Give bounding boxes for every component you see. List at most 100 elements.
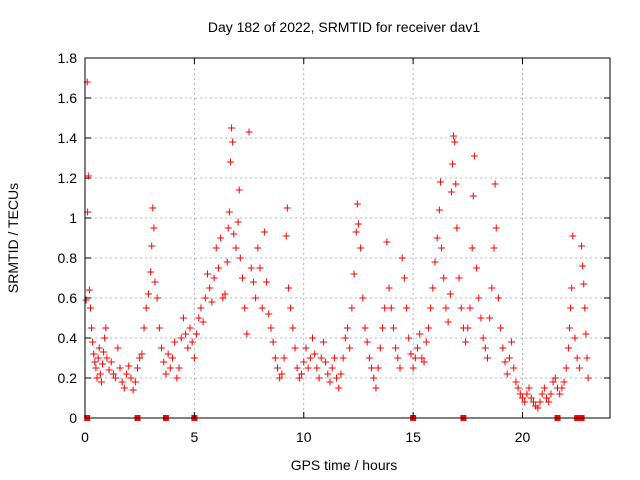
data-point	[466, 304, 474, 312]
data-point	[379, 324, 386, 332]
data-point	[214, 264, 222, 272]
data-point	[581, 304, 589, 312]
data-point	[566, 324, 574, 332]
data-point	[90, 350, 98, 358]
data-point	[102, 324, 110, 332]
data-point	[564, 344, 572, 352]
data-point	[186, 324, 194, 332]
data-point	[468, 244, 476, 252]
data-point	[486, 314, 494, 322]
data-point	[547, 390, 555, 398]
data-point	[173, 374, 181, 382]
data-point	[562, 364, 570, 372]
data-point	[134, 364, 141, 372]
data-point	[492, 224, 500, 232]
data-point	[199, 318, 207, 326]
data-point	[400, 274, 408, 282]
data-point	[291, 344, 299, 352]
data-point	[151, 278, 159, 286]
data-point	[580, 280, 588, 288]
data-point	[169, 354, 176, 362]
data-point	[188, 338, 196, 346]
data-point	[568, 284, 576, 292]
data-point	[85, 286, 93, 294]
data-point	[567, 304, 575, 312]
data-point	[280, 354, 288, 362]
data-point	[269, 338, 277, 346]
data-point	[538, 390, 546, 398]
data-point	[91, 358, 99, 366]
data-point	[138, 350, 146, 358]
data-point	[484, 354, 491, 362]
data-point	[398, 254, 406, 262]
data-point	[368, 364, 376, 372]
data-point	[519, 394, 526, 402]
data-point	[446, 290, 454, 298]
data-point	[490, 244, 498, 252]
data-point	[440, 274, 448, 282]
data-point	[516, 390, 524, 398]
data-point	[383, 238, 391, 246]
data-point	[385, 284, 393, 292]
data-point	[142, 304, 150, 312]
data-point	[414, 344, 421, 352]
data-point	[326, 378, 334, 386]
data-point	[86, 304, 94, 312]
y-tick-label: 1	[69, 210, 77, 226]
data-point	[330, 354, 338, 362]
data-point	[177, 334, 185, 342]
data-point	[584, 374, 592, 382]
data-point	[387, 304, 395, 312]
y-tick-label: 1.4	[58, 130, 78, 146]
data-points	[82, 78, 592, 412]
data-point	[447, 188, 455, 196]
data-point	[311, 350, 319, 358]
data-point	[361, 324, 369, 332]
data-point	[328, 364, 336, 372]
data-point	[92, 364, 100, 372]
data-point	[583, 354, 591, 362]
data-point	[94, 354, 102, 362]
data-point	[282, 232, 290, 240]
data-point	[418, 354, 426, 362]
data-point	[335, 384, 343, 392]
data-point	[260, 228, 268, 236]
data-point	[101, 334, 109, 342]
data-point	[488, 284, 496, 292]
data-point	[223, 258, 231, 266]
x-tick-label: 5	[190, 429, 198, 445]
data-point	[451, 138, 459, 146]
data-point	[339, 354, 347, 362]
data-point	[411, 354, 419, 362]
data-point	[298, 370, 306, 378]
y-tick-label: 1.2	[58, 170, 78, 186]
data-point	[525, 384, 533, 392]
data-point	[107, 358, 115, 366]
data-point	[503, 370, 511, 378]
data-point	[505, 354, 513, 362]
data-point	[300, 358, 308, 366]
data-point	[239, 274, 246, 282]
data-point	[179, 314, 187, 322]
data-point	[464, 324, 472, 332]
data-point	[449, 160, 456, 168]
data-point	[569, 232, 577, 240]
data-point	[88, 324, 96, 332]
data-point	[289, 324, 297, 332]
data-point	[578, 242, 586, 250]
data-point	[497, 324, 505, 332]
data-point	[348, 304, 356, 312]
data-point	[374, 364, 382, 372]
y-tick-label: 0	[69, 410, 77, 426]
data-point	[105, 366, 113, 374]
data-point	[197, 304, 205, 312]
data-point	[346, 344, 354, 352]
data-point	[470, 152, 478, 160]
data-point	[217, 234, 225, 242]
data-point	[357, 244, 365, 252]
data-point	[236, 254, 244, 262]
data-point	[166, 364, 174, 372]
data-point	[457, 304, 465, 312]
data-point	[140, 324, 148, 332]
data-point	[158, 344, 166, 352]
